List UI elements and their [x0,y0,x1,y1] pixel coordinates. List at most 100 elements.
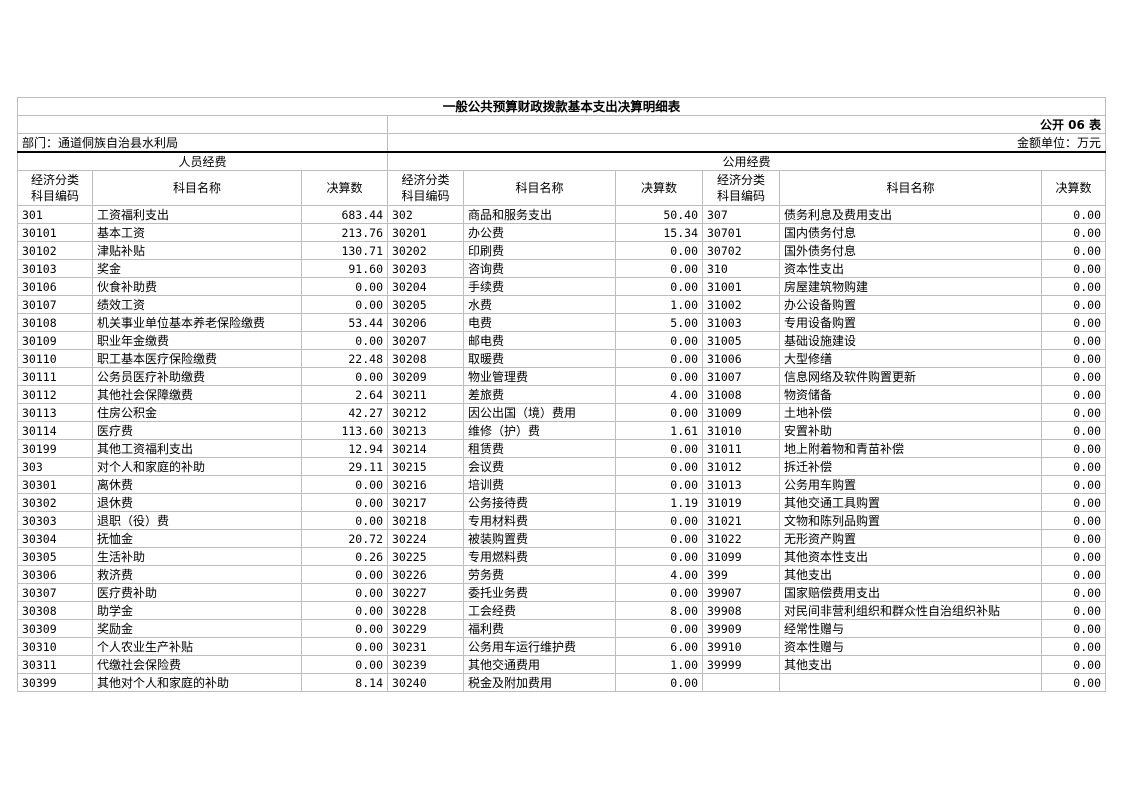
cell-amount: 0.00 [615,277,703,296]
cell-code: 31002 [702,295,780,314]
cell-code: 31005 [702,331,780,350]
cell-name: 对个人和家庭的补助 [92,457,302,476]
cell-name: 办公费 [463,223,616,242]
cell-amount: 0.00 [615,673,703,692]
cell-amount: 0.00 [615,529,703,548]
cell-amount: 0.00 [301,475,388,494]
cell-code: 31019 [702,493,780,512]
cell-amount: 22.48 [301,349,388,368]
cell-name: 专用材料费 [463,511,616,530]
header-amount: 决算数 [301,170,388,206]
cell-code: 39907 [702,583,780,602]
empty-cell [17,115,388,134]
cell-amount: 0.00 [301,655,388,674]
cell-amount: 1.00 [615,655,703,674]
cell-code: 30227 [387,583,464,602]
cell-code: 30211 [387,385,464,404]
cell-amount: 0.00 [301,277,388,296]
cell-amount: 1.19 [615,493,703,512]
cell-name: 商品和服务支出 [463,205,616,224]
cell-name: 救济费 [92,565,302,584]
cell-amount: 0.00 [1041,511,1106,530]
cell-amount: 0.00 [615,619,703,638]
cell-amount: 0.00 [615,367,703,386]
cell-name: 机关事业单位基本养老保险缴费 [92,313,302,332]
cell-name: 个人农业生产补贴 [92,637,302,656]
cell-amount: 8.14 [301,673,388,692]
cell-code: 30113 [17,403,93,422]
cell-amount: 0.00 [615,511,703,530]
cell-name: 公务接待费 [463,493,616,512]
table-row: 30112 其他社会保障缴费 2.64 30211 差旅费 4.00 31008 物资储备 0.… [17,385,1106,404]
header-code: 经济分类 科目编码 [702,170,780,206]
table-row: 30304 抚恤金 20.72 30224 被装购置费 0.00 31022 无形资产购置 0.… [17,529,1106,548]
cell-amount: 0.00 [615,349,703,368]
cell-amount: 683.44 [301,205,388,224]
cell-amount: 0.00 [301,583,388,602]
cell-amount: 0.00 [1041,457,1106,476]
cell-code: 30112 [17,385,93,404]
cell-name: 债务利息及费用支出 [779,205,1042,224]
cell-code: 30111 [17,367,93,386]
cell-name: 维修（护）费 [463,421,616,440]
cell-name: 大型修缮 [779,349,1042,368]
cell-name: 劳务费 [463,565,616,584]
cell-name: 信息网络及软件购置更新 [779,367,1042,386]
table-row: 30103 奖金 91.60 30203 咨询费 0.00 310 资本性支出 0.00 [17,259,1106,278]
cell-code: 30107 [17,295,93,314]
cell-code: 30701 [702,223,780,242]
cell-amount: 0.00 [301,295,388,314]
cell-amount: 0.00 [301,601,388,620]
cell-code: 30206 [387,313,464,332]
cell-code: 30218 [387,511,464,530]
cell-amount: 0.26 [301,547,388,566]
cell-amount: 0.00 [1041,493,1106,512]
table-row: 30305 生活补助 0.26 30225 专用燃料费 0.00 31099 其他资本性支出 0… [17,547,1106,566]
cell-name: 资本性支出 [779,259,1042,278]
cell-name: 税金及附加费用 [463,673,616,692]
cell-code: 30216 [387,475,464,494]
cell-code: 30399 [17,673,93,692]
group-personnel: 人员经费 [17,151,388,171]
cell-amount: 0.00 [1041,529,1106,548]
cell-code: 30304 [17,529,93,548]
cell-code: 30702 [702,241,780,260]
cell-name: 职业年金缴费 [92,331,302,350]
cell-amount: 12.94 [301,439,388,458]
cell-name: 经常性赠与 [779,619,1042,638]
cell-code: 31021 [702,511,780,530]
cell-name: 安置补助 [779,421,1042,440]
table-row: 30307 医疗费补助 0.00 30227 委托业务费 0.00 39907 国家赔偿费用支… [17,583,1106,602]
cell-name: 办公设备购置 [779,295,1042,314]
table-row: 30108 机关事业单位基本养老保险缴费 53.44 30206 电费 5.00 31003… [17,313,1106,332]
cell-amount: 0.00 [1041,421,1106,440]
cell-code: 30309 [17,619,93,638]
cell-code: 30205 [387,295,464,314]
cell-amount: 0.00 [1041,367,1106,386]
cell-name: 无形资产购置 [779,529,1042,548]
cell-name: 绩效工资 [92,295,302,314]
cell-amount: 0.00 [301,637,388,656]
cell-name: 对民间非营利组织和群众性自治组织补贴 [779,601,1042,620]
table-row: 30107 绩效工资 0.00 30205 水费 1.00 31002 办公设备购置 0.00 [17,295,1106,314]
cell-name: 物业管理费 [463,367,616,386]
cell-code: 30303 [17,511,93,530]
cell-amount: 0.00 [1041,241,1106,260]
group-public: 公用经费 [387,151,1106,171]
header-code: 经济分类 科目编码 [17,170,93,206]
cell-name: 差旅费 [463,385,616,404]
cell-code: 30239 [387,655,464,674]
header-code-line1: 经济分类 [30,173,79,187]
cell-amount: 0.00 [615,259,703,278]
cell-amount: 5.00 [615,313,703,332]
cell-name: 拆迁补偿 [779,457,1042,476]
cell-name: 取暖费 [463,349,616,368]
cell-name: 国内债务付息 [779,223,1042,242]
cell-code: 30215 [387,457,464,476]
table-row: 30399 其他对个人和家庭的补助 8.14 30240 税金及附加费用 0.00 0.00 [17,673,1106,692]
table-row: 30308 助学金 0.00 30228 工会经费 8.00 39908 对民间非营利组织和群… [17,601,1106,620]
cell-amount: 1.00 [615,295,703,314]
cell-code: 30213 [387,421,464,440]
cell-amount: 0.00 [1041,637,1106,656]
cell-amount: 0.00 [1041,601,1106,620]
